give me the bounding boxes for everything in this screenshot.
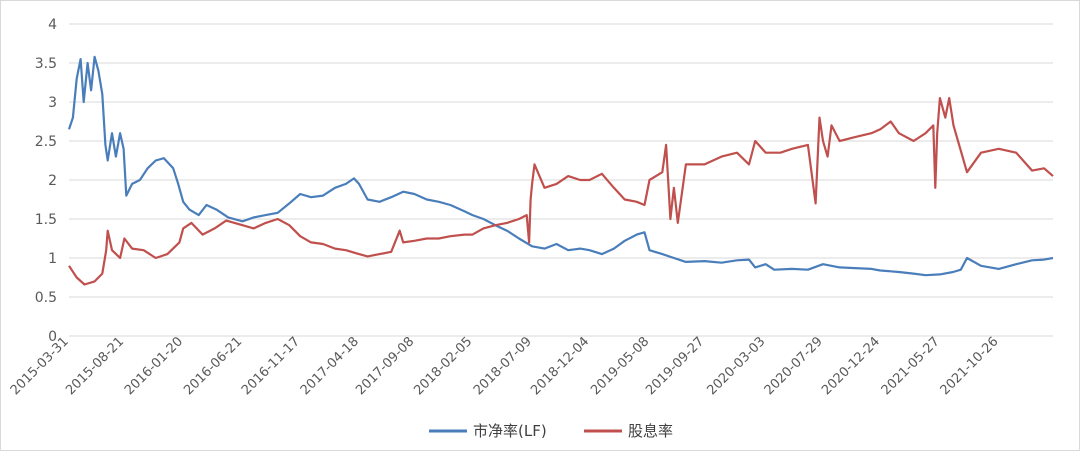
y-tick-label: 3.5 [35, 56, 57, 72]
x-tick-label: 2018-02-05 [411, 334, 475, 398]
y-tick-label: 4 [48, 17, 57, 33]
x-tick-label: 2016-06-21 [181, 334, 245, 398]
x-tick-label: 2018-07-09 [471, 334, 535, 398]
x-tick-label: 2020-12-24 [819, 334, 883, 398]
y-tick-label: 1 [48, 251, 57, 267]
x-tick-label: 2019-05-08 [588, 334, 652, 398]
series-line-1 [67, 55, 1054, 277]
x-tick-label: 2015-08-21 [63, 334, 127, 398]
x-tick-label: 2017-09-08 [353, 334, 417, 398]
y-tick-label: 2.5 [35, 134, 57, 150]
x-tick-label: 2021-10-26 [938, 334, 1002, 398]
y-tick-label: 0.5 [35, 290, 57, 306]
y-tick-label: 2 [48, 173, 57, 189]
y-tick-label: 1.5 [35, 212, 57, 228]
x-tick-label: 2018-12-04 [528, 334, 592, 398]
y-tick-label: 3 [48, 95, 57, 111]
x-tick-label: 2016-01-20 [122, 334, 186, 398]
x-tick-label: 2021-05-27 [879, 334, 943, 398]
y-tick-label: 0 [48, 329, 57, 345]
x-tick-label: 2019-09-27 [643, 334, 707, 398]
x-tick-label: 2020-03-03 [704, 334, 768, 398]
x-tick-label: 2017-04-18 [298, 334, 362, 398]
x-tick-label: 2016-11-17 [239, 334, 303, 398]
series-line-2 [68, 97, 1054, 286]
x-tick-label: 2020-07-29 [762, 334, 826, 398]
x-tick-label: 2015-03-31 [8, 334, 72, 398]
legend-label: 股息率 [628, 422, 673, 440]
legend-label: 市净率(LF) [473, 422, 547, 440]
